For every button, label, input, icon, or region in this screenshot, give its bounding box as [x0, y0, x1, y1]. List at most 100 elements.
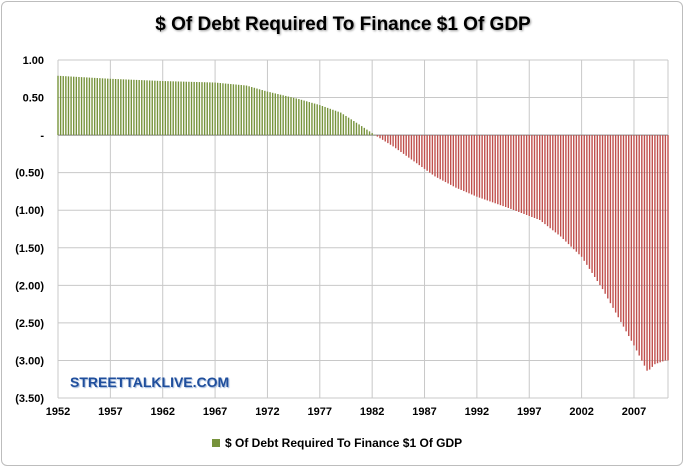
bar — [593, 135, 596, 277]
bar — [360, 126, 363, 136]
bar — [591, 135, 593, 273]
bar — [491, 135, 494, 203]
bar — [277, 94, 279, 136]
bar — [381, 135, 384, 140]
bar — [562, 135, 564, 240]
bar — [96, 78, 98, 136]
bar — [400, 135, 402, 153]
bar — [528, 135, 530, 216]
bar — [182, 81, 185, 136]
bar — [251, 87, 253, 136]
bar — [648, 135, 651, 370]
bar — [101, 78, 104, 136]
bar — [612, 135, 614, 308]
bar — [151, 80, 153, 136]
bar — [413, 135, 415, 162]
bar — [104, 78, 106, 136]
bar — [292, 97, 295, 136]
bar — [607, 135, 609, 299]
bar — [353, 121, 355, 136]
bar — [588, 135, 591, 269]
bar — [261, 90, 263, 136]
bar — [363, 127, 366, 136]
bar — [117, 79, 119, 136]
bar — [334, 110, 337, 136]
x-tick-label: 1992 — [465, 406, 489, 418]
bar — [452, 135, 455, 187]
bar — [371, 133, 373, 136]
y-tick-label: - — [40, 130, 44, 142]
bar — [282, 95, 284, 136]
bar — [340, 112, 342, 136]
bar — [641, 135, 643, 361]
bar — [436, 135, 439, 178]
bar — [266, 91, 269, 136]
x-tick-label: 1972 — [255, 406, 279, 418]
bar — [392, 135, 394, 147]
bar — [481, 135, 483, 199]
bar — [628, 135, 630, 337]
y-axis-ticks: 1.00 0.50 - (0.50) (1.00) (1.50) (2.00) (2.50) (… — [15, 55, 44, 405]
bar — [347, 117, 350, 136]
bar — [596, 135, 599, 282]
bar — [586, 135, 588, 265]
bar — [497, 135, 499, 205]
bar — [329, 108, 331, 136]
bar — [494, 135, 496, 204]
bar — [332, 109, 334, 136]
bar — [444, 135, 447, 183]
bar — [431, 135, 434, 175]
x-tick-label: 1957 — [98, 406, 122, 418]
bar — [408, 135, 410, 158]
bar — [599, 135, 601, 286]
x-tick-label: 1987 — [412, 406, 436, 418]
bar — [285, 95, 287, 136]
bar — [405, 135, 407, 156]
bar — [447, 135, 449, 184]
bar — [216, 82, 219, 136]
y-tick-label: (2.50) — [15, 318, 44, 330]
bar — [478, 135, 481, 198]
bar — [75, 76, 78, 136]
bar — [135, 79, 138, 136]
bar — [374, 134, 376, 136]
bar — [271, 92, 274, 136]
bar — [384, 135, 386, 142]
y-tick-label: 1.00 — [23, 55, 44, 67]
bar — [622, 135, 625, 327]
y-tick-label: (2.00) — [15, 280, 44, 292]
bar — [146, 80, 148, 136]
bar — [345, 115, 347, 136]
bar — [99, 78, 101, 136]
bar — [583, 135, 585, 261]
bar — [389, 135, 392, 145]
bar — [133, 79, 135, 136]
bar — [190, 81, 193, 136]
bar — [91, 77, 93, 136]
bar — [559, 135, 562, 237]
bar — [308, 102, 311, 136]
bar — [319, 105, 321, 136]
bar — [243, 85, 245, 136]
y-tick-label: 0.50 — [23, 93, 44, 105]
bar — [531, 135, 533, 217]
bar — [240, 85, 242, 136]
bar — [489, 135, 491, 202]
bar — [295, 98, 297, 136]
bar — [539, 135, 541, 220]
bar — [167, 81, 169, 136]
bar — [643, 135, 646, 366]
bar — [421, 135, 423, 168]
bar — [578, 135, 580, 255]
bar — [326, 107, 329, 136]
bar — [470, 135, 473, 195]
bar — [423, 135, 426, 169]
x-tick-label: 2002 — [569, 406, 593, 418]
bar — [651, 135, 653, 367]
bar — [274, 93, 276, 136]
x-tick-label: 1977 — [308, 406, 332, 418]
bar — [580, 135, 583, 257]
bar — [439, 135, 441, 180]
bar — [78, 76, 80, 136]
